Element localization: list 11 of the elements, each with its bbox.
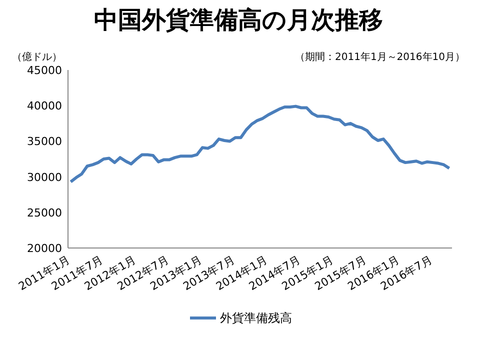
y-tick-label: 45000 xyxy=(27,64,62,77)
y-tick-label: 35000 xyxy=(27,135,62,148)
y-tick-label: 30000 xyxy=(27,170,62,184)
text: （期間：2011年1月～2016年10月） xyxy=(295,51,465,63)
y-tick-label: 20000 xyxy=(27,242,62,255)
y-axis-title: （億ドル） xyxy=(12,51,62,63)
line-series xyxy=(69,104,451,184)
legend-label: 外貨準備残高 xyxy=(220,311,292,325)
y-tick-label: 25000 xyxy=(27,206,62,220)
y-tick-label: 40000 xyxy=(27,100,62,113)
chart-title: 中国外貨準備高の月次推移 xyxy=(94,6,383,34)
